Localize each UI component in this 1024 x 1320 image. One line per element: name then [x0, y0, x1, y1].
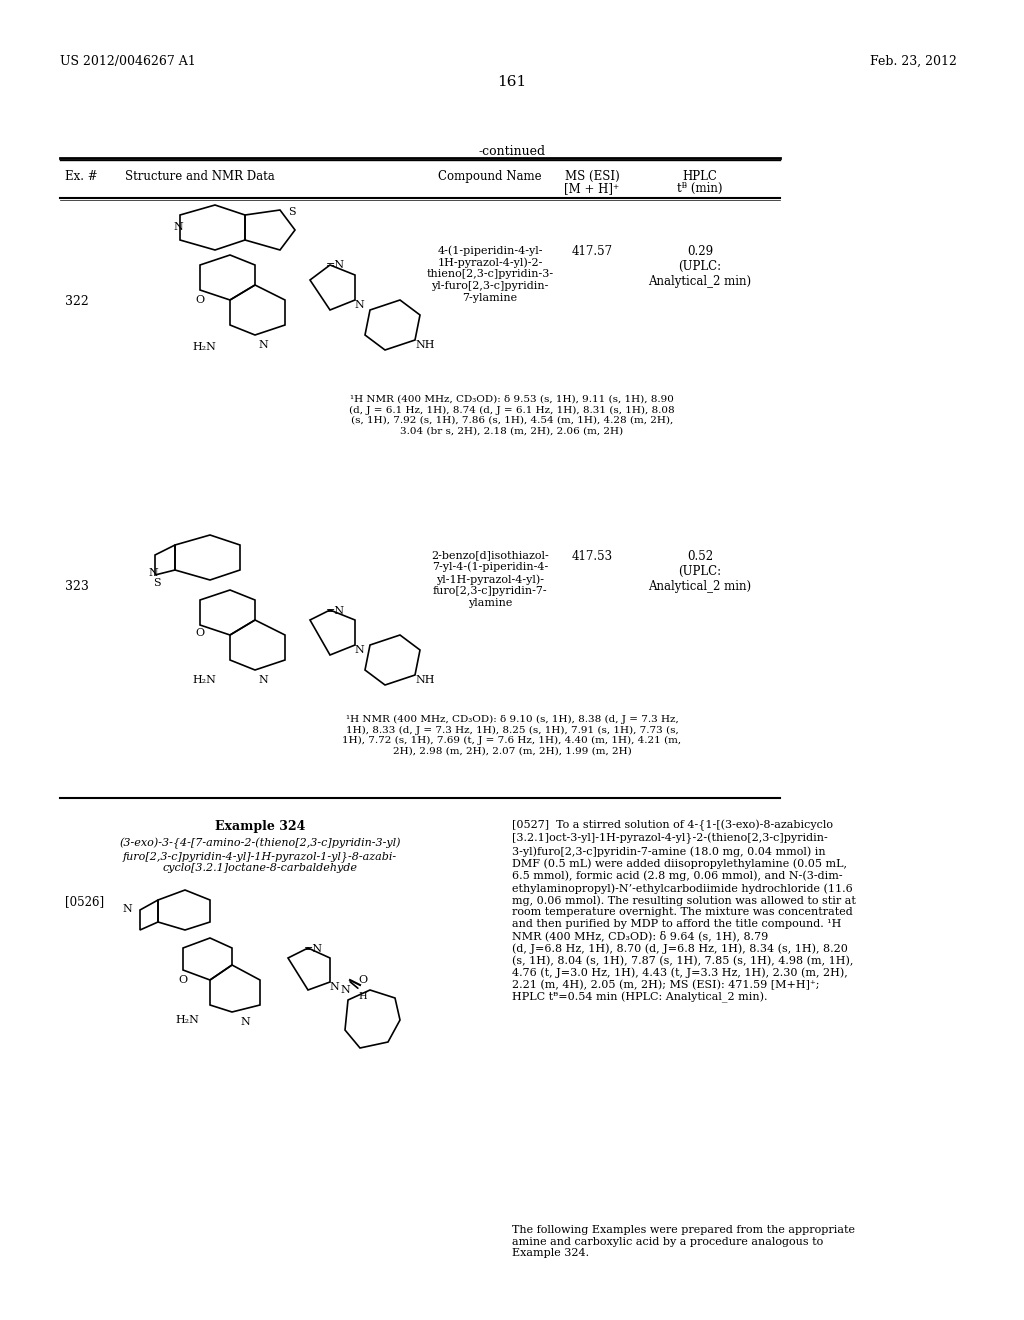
Text: N: N — [354, 645, 364, 655]
Text: Ex. #: Ex. # — [65, 170, 97, 183]
Text: Feb. 23, 2012: Feb. 23, 2012 — [870, 55, 956, 69]
Text: NH: NH — [415, 341, 434, 350]
Text: 322: 322 — [65, 294, 89, 308]
Text: O: O — [358, 975, 368, 985]
Text: H₂N: H₂N — [175, 1015, 199, 1026]
Text: US 2012/0046267 A1: US 2012/0046267 A1 — [60, 55, 196, 69]
Text: N: N — [173, 222, 182, 232]
Text: S: S — [288, 207, 296, 216]
Text: N: N — [122, 904, 132, 913]
Text: (3-exo)-3-{4-[7-amino-2-(thieno[2,3-c]pyridin-3-yl)
furo[2,3-c]pyridin-4-yl]-1H-: (3-exo)-3-{4-[7-amino-2-(thieno[2,3-c]py… — [119, 838, 400, 874]
Text: S: S — [153, 578, 161, 587]
Text: N: N — [258, 675, 267, 685]
Text: N: N — [240, 1016, 250, 1027]
Text: H₂N: H₂N — [193, 342, 216, 352]
Text: =N: =N — [304, 944, 324, 954]
Text: ¹H NMR (400 MHz, CD₃OD): δ 9.53 (s, 1H), 9.11 (s, 1H), 8.90
(d, J = 6.1 Hz, 1H),: ¹H NMR (400 MHz, CD₃OD): δ 9.53 (s, 1H),… — [349, 395, 675, 436]
Text: 417.53: 417.53 — [571, 550, 612, 564]
Text: N: N — [354, 300, 364, 310]
Text: O: O — [195, 628, 204, 638]
Text: N: N — [258, 341, 267, 350]
Text: Compound Name: Compound Name — [438, 170, 542, 183]
Text: N: N — [329, 982, 339, 993]
Text: HPLC: HPLC — [683, 170, 718, 183]
Text: 417.57: 417.57 — [571, 246, 612, 257]
Text: 161: 161 — [498, 75, 526, 88]
Text: tᴯ (min): tᴯ (min) — [677, 182, 723, 195]
Text: 323: 323 — [65, 579, 89, 593]
Text: N: N — [340, 985, 350, 995]
Text: O: O — [195, 294, 204, 305]
Text: 4-(1-piperidin-4-yl-
1H-pyrazol-4-yl)-2-
thieno[2,3-c]pyridin-3-
yl-furo[2,3-c]p: 4-(1-piperidin-4-yl- 1H-pyrazol-4-yl)-2-… — [426, 246, 554, 302]
Text: O: O — [178, 975, 187, 985]
Text: 2-benzo[d]isothiazol-
7-yl-4-(1-piperidin-4-
yl-1H-pyrazol-4-yl)-
furo[2,3-c]pyr: 2-benzo[d]isothiazol- 7-yl-4-(1-piperidi… — [431, 550, 549, 607]
Text: H₂N: H₂N — [193, 675, 216, 685]
Text: ¹H NMR (400 MHz, CD₃OD): δ 9.10 (s, 1H), 8.38 (d, J = 7.3 Hz,
1H), 8.33 (d, J = : ¹H NMR (400 MHz, CD₃OD): δ 9.10 (s, 1H),… — [342, 715, 682, 755]
Text: =N: =N — [326, 606, 345, 616]
Text: 0.52
(UPLC:
Analytical_2 min): 0.52 (UPLC: Analytical_2 min) — [648, 550, 752, 593]
Text: H: H — [358, 993, 367, 1001]
Text: The following Examples were prepared from the appropriate
amine and carboxylic a: The following Examples were prepared fro… — [512, 1225, 855, 1258]
Text: Structure and NMR Data: Structure and NMR Data — [125, 170, 274, 183]
Text: Example 324: Example 324 — [215, 820, 305, 833]
Text: MS (ESI): MS (ESI) — [564, 170, 620, 183]
Text: -continued: -continued — [478, 145, 546, 158]
Text: 0.29
(UPLC:
Analytical_2 min): 0.29 (UPLC: Analytical_2 min) — [648, 246, 752, 288]
Text: [0527]  To a stirred solution of 4-{1-[(3-exo)-8-azabicyclo
[3.2.1]oct-3-yl]-1H-: [0527] To a stirred solution of 4-{1-[(3… — [512, 820, 856, 1003]
Text: =N: =N — [326, 260, 345, 271]
Text: NH: NH — [415, 675, 434, 685]
Text: N: N — [148, 568, 158, 578]
Text: [M + H]⁺: [M + H]⁺ — [564, 182, 620, 195]
Text: [0526]: [0526] — [65, 895, 104, 908]
